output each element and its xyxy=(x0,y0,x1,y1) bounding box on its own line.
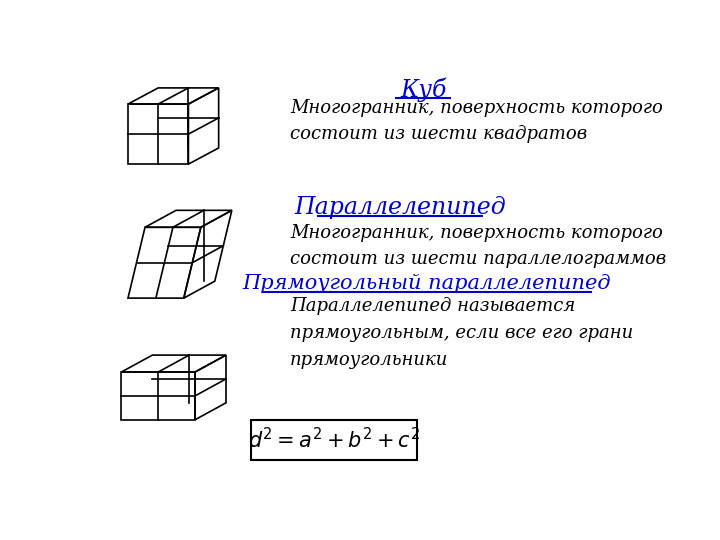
Text: Параллелепипед называется
прямоугольным, если все его грани
прямоугольники: Параллелепипед называется прямоугольным,… xyxy=(290,296,633,369)
Text: $d^2=a^2+b^2+c^2$: $d^2=a^2+b^2+c^2$ xyxy=(248,427,420,453)
Text: Параллелепипед: Параллелепипед xyxy=(294,195,506,219)
Text: Многогранник, поверхность которого
состоит из шести квадратов: Многогранник, поверхность которого состо… xyxy=(290,99,663,143)
Text: Прямоугольный параллелепипед: Прямоугольный параллелепипед xyxy=(243,274,611,293)
FancyBboxPatch shape xyxy=(251,420,417,460)
Text: Куб: Куб xyxy=(400,77,446,102)
Text: Многогранник, поверхность которого
состоит из шести параллелограммов: Многогранник, поверхность которого состо… xyxy=(290,224,666,268)
